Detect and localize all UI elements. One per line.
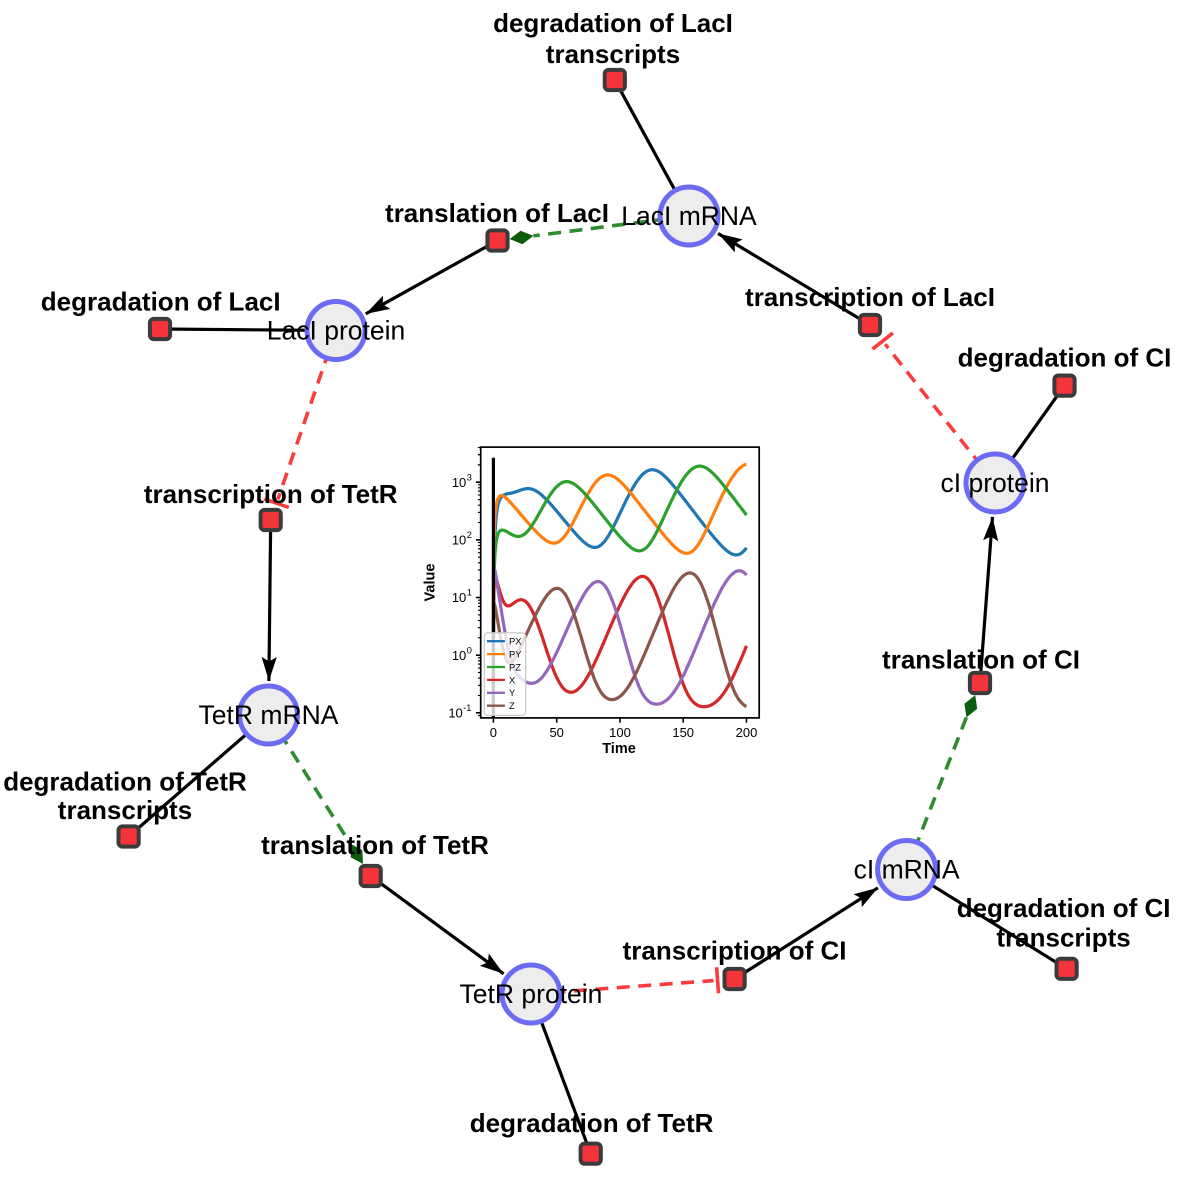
svg-text:3: 3 [467,472,472,482]
svg-text:Y: Y [509,687,516,698]
svg-text:10: 10 [448,705,462,720]
svg-text:10: 10 [452,475,466,490]
svg-text:LacI mRNA: LacI mRNA [621,201,757,231]
svg-text:0: 0 [490,725,497,740]
svg-text:X: X [509,674,516,685]
svg-text:translation of CI: translation of CI [882,644,1080,674]
svg-text:100: 100 [609,725,631,740]
svg-text:translation of LacI: translation of LacI [385,198,609,228]
svg-text:200: 200 [736,725,758,740]
svg-text:Z: Z [509,700,515,711]
svg-text:degradation of TetR: degradation of TetR [470,1108,714,1138]
svg-text:degradation of LacI: degradation of LacI [493,8,733,38]
svg-text:transcripts: transcripts [58,795,192,825]
svg-text:degradation of LacI: degradation of LacI [41,287,281,317]
svg-text:10: 10 [452,648,466,663]
svg-text:-1: -1 [463,703,471,713]
svg-text:Value: Value [423,564,439,602]
svg-text:cI mRNA: cI mRNA [854,855,960,885]
svg-text:Time: Time [602,741,636,757]
svg-text:10: 10 [452,590,466,605]
svg-text:10: 10 [452,533,466,548]
svg-text:LacI protein: LacI protein [267,316,405,346]
svg-text:PZ: PZ [509,661,521,672]
svg-text:TetR mRNA: TetR mRNA [199,700,339,730]
svg-text:degradation of CI: degradation of CI [957,893,1171,923]
svg-text:150: 150 [672,725,694,740]
svg-text:2: 2 [467,530,472,540]
svg-text:transcription of CI: transcription of CI [623,936,847,966]
svg-text:transcription of LacI: transcription of LacI [745,282,995,312]
svg-text:degradation of TetR: degradation of TetR [3,767,247,797]
svg-text:transcripts: transcripts [996,923,1130,953]
svg-text:transcription of TetR: transcription of TetR [144,479,398,509]
svg-text:cI protein: cI protein [940,468,1049,498]
svg-text:1: 1 [467,588,472,598]
svg-text:50: 50 [549,725,563,740]
svg-text:degradation of CI: degradation of CI [958,343,1172,373]
svg-text:transcripts: transcripts [546,39,680,69]
svg-text:PX: PX [509,636,522,647]
svg-text:TetR protein: TetR protein [460,979,603,1009]
svg-text:0: 0 [467,645,472,655]
svg-text:translation of TetR: translation of TetR [261,830,489,860]
svg-text:PY: PY [509,649,522,660]
